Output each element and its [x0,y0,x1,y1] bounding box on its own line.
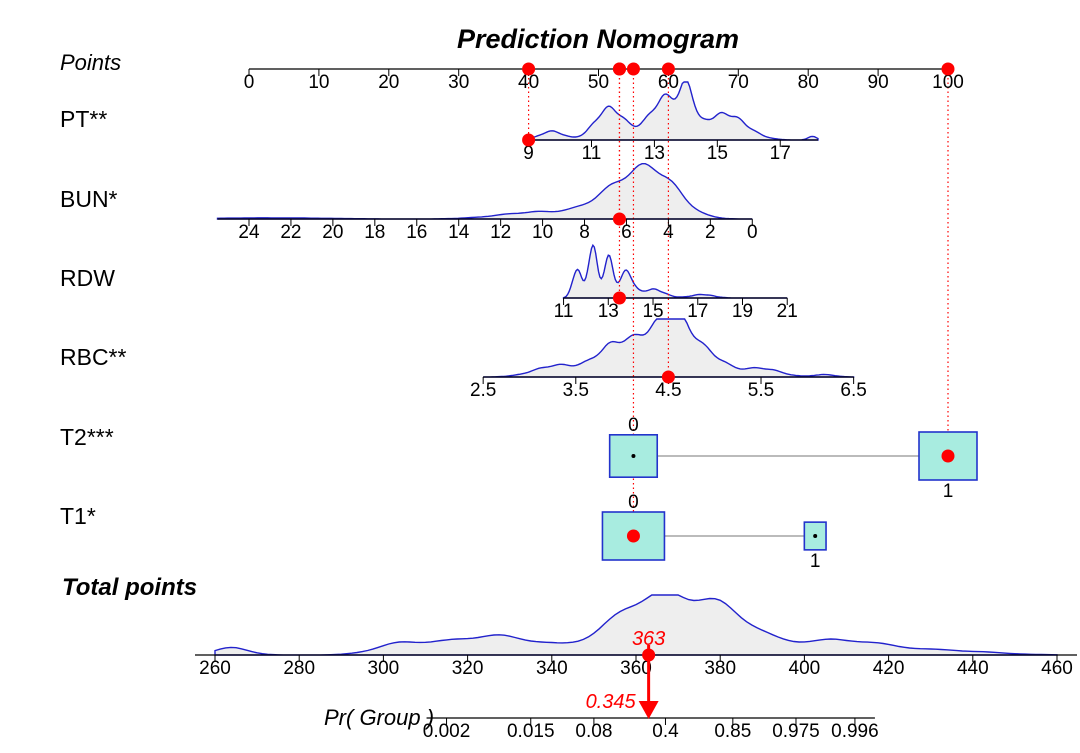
points-axis-tick-label: 80 [798,72,819,93]
variable-axis-tick-label: 13 [644,143,665,164]
selected-value-point [626,529,640,543]
variable-axis-tick-label: 22 [280,222,301,243]
chart-title: Prediction Nomogram [457,24,739,54]
selected-value-point [612,212,626,226]
selected-value-point [522,133,536,147]
variable-axis-tick-label: 14 [448,222,470,243]
variable-axis-tick-label: 21 [777,301,798,322]
total-points-tick-label: 420 [873,658,905,679]
points-axis-tick-label: 0 [244,72,255,93]
categorical-layer: 0 1 0 1 [601,415,978,572]
variable-axis-tick-label: 15 [642,301,663,322]
probability-axis-tick-label: 0.4 [652,721,679,742]
category-level-label: 0 [628,492,639,513]
variable-axis-tick-label: 11 [582,143,602,164]
points-axis-label: Points [60,50,121,75]
points-axis-point [522,62,536,76]
category-level-label: 1 [810,551,821,572]
selected-value-point [661,370,675,384]
category-level-label: 0 [628,415,639,436]
variable-axis-tick-label: 4 [663,222,674,243]
variable-axis-tick-label: 0 [747,222,758,243]
category-level-label: 1 [943,481,954,502]
points-axis-tick-label: 50 [588,72,609,93]
variable-axis-tick-label: 9 [523,143,534,164]
box-center-dot [813,534,818,538]
points-axis-tick-label: 60 [658,72,679,93]
var-label-rdw: RDW [60,265,115,291]
box-center-dot [631,454,636,458]
points-axis-tick-label: 70 [728,72,749,93]
points-axis-point [941,62,955,76]
total-points-label: Total points [62,574,197,601]
points-axis-tick-label: 100 [932,72,964,93]
density-curve [562,243,788,299]
points-axis-tick-label: 10 [308,72,329,93]
total-points-tick-label: 380 [704,658,736,679]
total-points-tick-label: 360 [620,658,652,679]
points-axis-tick-label: 40 [518,72,539,93]
variable-axis-tick-label: 16 [406,222,427,243]
total-points-value-label: 363 [632,628,665,650]
points-axis-tick-label: 20 [378,72,399,93]
points-axis-point [626,62,640,76]
probability-value-label: 0.345 [586,691,637,713]
var-label-rbc: RBC** [60,344,127,370]
total-points-tick-label: 340 [536,658,568,679]
total-points-tick-label: 460 [1041,658,1073,679]
var-label-bun: BUN* [60,186,118,212]
variable-axis-tick-label: 4.5 [655,380,681,401]
variable-axis-tick-label: 13 [598,301,619,322]
var-label-t1: T1* [60,503,96,529]
total-points-tick-label: 280 [283,658,315,679]
variable-axis-tick-label: 6.5 [840,380,866,401]
probability-axis-tick-label: 0.015 [507,721,555,742]
var-label-t2: T2*** [60,424,114,450]
variable-axis-tick-label: 17 [770,143,791,164]
probability-axis-tick-label: 0.85 [714,721,751,742]
arrow-head [638,701,659,719]
selected-value-point [612,291,626,305]
selected-value-point [941,449,955,463]
points-axis-point [612,62,626,76]
total-points-marker [642,648,656,662]
probability-axis-label: Pr( Group ) [324,705,434,730]
variable-axis-tick-label: 10 [532,222,553,243]
total-points-tick-label: 440 [957,658,989,679]
variable-axis-tick-label: 15 [707,143,728,164]
variable-axis-tick-label: 3.5 [563,380,589,401]
variable-axis-tick-label: 8 [579,222,590,243]
variable-axis-tick-label: 6 [621,222,632,243]
probability-axis-tick-label: 0.996 [831,721,879,742]
density-curve [527,81,819,141]
total-points-tick-label: 260 [199,658,231,679]
density-layer [214,81,1058,656]
variable-axis-tick-label: 18 [364,222,385,243]
variable-axis-tick-label: 24 [238,222,260,243]
total-points-tick-label: 300 [368,658,400,679]
probability-axis-tick-label: 0.08 [575,721,612,742]
var-label-pt: PT** [60,106,107,132]
probability-axis-tick-label: 0.002 [423,721,471,742]
density-curve [216,163,753,220]
variable-axis-tick-label: 5.5 [748,380,774,401]
points-axis-point [661,62,675,76]
total-points-tick-label: 320 [452,658,484,679]
selected-points-layer: 363 0.345 [522,62,955,719]
variable-axis-tick-label: 12 [490,222,511,243]
total-points-density [214,594,1058,656]
total-points-tick-label: 400 [789,658,821,679]
variable-axis-tick-label: 20 [322,222,343,243]
variable-axis-tick-label: 2.5 [470,380,496,401]
points-axis-tick-label: 90 [868,72,889,93]
variable-axis-tick-label: 11 [554,301,574,322]
variable-axis-tick-label: 19 [732,301,753,322]
points-axis-tick-label: 30 [448,72,469,93]
probability-axis-tick-label: 0.975 [772,721,820,742]
variable-axis-tick-label: 2 [705,222,716,243]
variable-axis-tick-label: 17 [687,301,708,322]
